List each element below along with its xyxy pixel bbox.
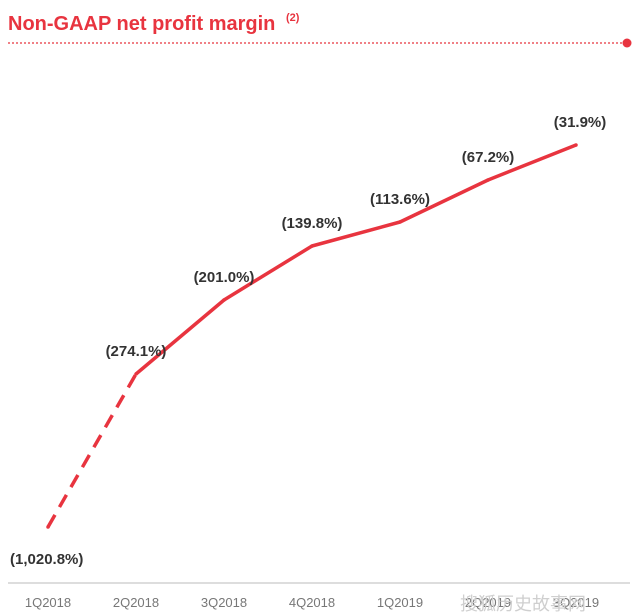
data-label: (113.6%)	[370, 191, 430, 208]
chart-title-text: Non-GAAP net profit margin	[8, 13, 275, 35]
data-label: (1,020.8%)	[10, 551, 83, 568]
chart-header: Non-GAAP net profit margin (2)	[8, 12, 632, 48]
series-segment	[399, 178, 489, 224]
x-tick-label: 3Q2019	[553, 595, 599, 610]
chart-title: Non-GAAP net profit margin (2)	[8, 12, 300, 35]
series-segment	[487, 143, 577, 182]
plot-labels: (1,020.8%) (274.1%) (201.0%) (139.8%) (113.6…	[10, 114, 606, 568]
x-tick-label: 2Q2019	[465, 595, 511, 610]
data-point	[574, 143, 578, 147]
x-tick-label: 4Q2018	[289, 595, 335, 610]
x-axis-ticks: 1Q2018 2Q2018 3Q2018 4Q2018 1Q2019 2Q2019 3Q20…	[25, 595, 599, 610]
x-tick-label: 1Q2018	[25, 595, 71, 610]
x-tick-label: 3Q2018	[201, 595, 247, 610]
watermark: 搜狐历史故事网	[460, 594, 586, 615]
plot-lines	[46, 143, 578, 529]
data-point	[486, 178, 490, 182]
series-segment	[311, 220, 401, 248]
series-segment-dashed	[46, 373, 138, 528]
data-point	[398, 220, 402, 224]
chart-title-footnote: (2)	[286, 12, 300, 24]
data-point	[222, 298, 226, 302]
data-label: (31.9%)	[554, 114, 607, 131]
title-divider-dot	[622, 38, 632, 48]
x-tick-label: 1Q2019	[377, 595, 423, 610]
series-segment	[223, 244, 313, 302]
data-label: (201.0%)	[194, 269, 255, 286]
data-point	[46, 525, 50, 529]
data-point	[310, 244, 314, 248]
data-label: (274.1%)	[106, 343, 167, 360]
data-label: (139.8%)	[282, 215, 343, 232]
data-point	[134, 372, 138, 376]
series-segment	[134, 298, 226, 376]
x-tick-label: 2Q2018	[113, 595, 159, 610]
data-label: (67.2%)	[462, 149, 515, 166]
